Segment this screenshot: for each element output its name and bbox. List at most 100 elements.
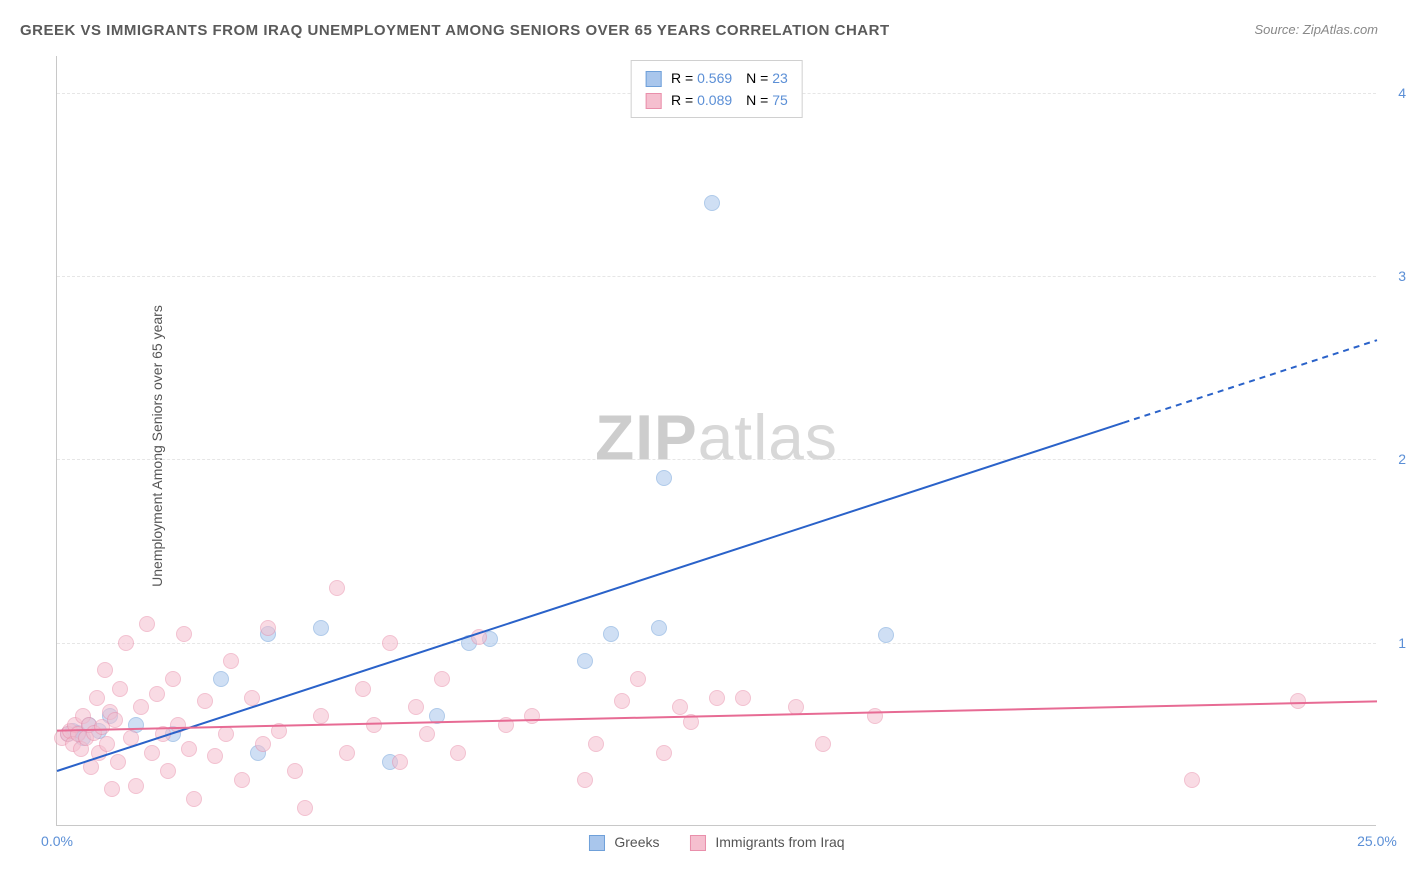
marker-iraq xyxy=(408,699,424,715)
marker-iraq xyxy=(1184,772,1200,788)
marker-iraq xyxy=(471,629,487,645)
marker-iraq xyxy=(197,693,213,709)
legend-label-iraq: Immigrants from Iraq xyxy=(715,834,844,850)
marker-iraq xyxy=(112,681,128,697)
trend-line-dash-greeks xyxy=(1124,340,1377,423)
marker-iraq xyxy=(329,580,345,596)
marker-greeks xyxy=(213,671,229,687)
marker-greeks xyxy=(704,195,720,211)
marker-iraq xyxy=(419,726,435,742)
marker-iraq xyxy=(297,800,313,816)
marker-iraq xyxy=(672,699,688,715)
grid-line xyxy=(57,276,1376,277)
marker-greeks xyxy=(603,626,619,642)
marker-iraq xyxy=(133,699,149,715)
r-label: R = xyxy=(671,92,693,108)
marker-iraq xyxy=(271,723,287,739)
marker-iraq xyxy=(382,635,398,651)
x-tick-label: 0.0% xyxy=(41,833,73,849)
legend-item-greeks: Greeks xyxy=(588,834,659,851)
legend-stats-row-iraq: R = 0.089 N = 75 xyxy=(645,89,788,111)
marker-iraq xyxy=(149,686,165,702)
marker-iraq xyxy=(339,745,355,761)
marker-iraq xyxy=(815,736,831,752)
marker-iraq xyxy=(165,671,181,687)
marker-iraq xyxy=(434,671,450,687)
marker-iraq xyxy=(186,791,202,807)
marker-iraq xyxy=(630,671,646,687)
correlation-chart: GREEK VS IMMIGRANTS FROM IRAQ UNEMPLOYME… xyxy=(0,0,1406,892)
marker-iraq xyxy=(244,690,260,706)
marker-iraq xyxy=(83,759,99,775)
legend-stats-row-greeks: R = 0.569 N = 23 xyxy=(645,67,788,89)
marker-iraq xyxy=(260,620,276,636)
y-tick-label: 10.0% xyxy=(1398,635,1406,651)
n-label: N = xyxy=(746,92,768,108)
legend-stats-box: R = 0.569 N = 23 R = 0.089 N = 75 xyxy=(630,60,803,118)
trend-line-greeks xyxy=(57,423,1124,771)
marker-iraq xyxy=(128,778,144,794)
marker-iraq xyxy=(524,708,540,724)
marker-iraq xyxy=(207,748,223,764)
marker-iraq xyxy=(97,662,113,678)
grid-line xyxy=(57,643,1376,644)
y-tick-label: 20.0% xyxy=(1398,451,1406,467)
legend-label-greeks: Greeks xyxy=(614,834,659,850)
marker-iraq xyxy=(139,616,155,632)
marker-iraq xyxy=(104,781,120,797)
marker-iraq xyxy=(287,763,303,779)
marker-iraq xyxy=(313,708,329,724)
marker-iraq xyxy=(99,736,115,752)
marker-iraq xyxy=(170,717,186,733)
marker-iraq xyxy=(588,736,604,752)
marker-iraq xyxy=(144,745,160,761)
marker-iraq xyxy=(155,726,171,742)
n-val-greeks: 23 xyxy=(772,70,788,86)
marker-iraq xyxy=(89,690,105,706)
r-label: R = xyxy=(671,70,693,86)
watermark: ZIPatlas xyxy=(595,400,838,474)
y-tick-label: 30.0% xyxy=(1398,268,1406,284)
plot-area: ZIPatlas 10.0%20.0%30.0%40.0% 0.0%25.0% … xyxy=(56,56,1376,826)
marker-iraq xyxy=(123,730,139,746)
trend-lines xyxy=(57,56,1376,825)
r-val-iraq: 0.089 xyxy=(697,92,732,108)
marker-iraq xyxy=(181,741,197,757)
grid-line xyxy=(57,459,1376,460)
marker-iraq xyxy=(255,736,271,752)
swatch-greeks xyxy=(645,71,661,87)
marker-greeks xyxy=(313,620,329,636)
swatch-iraq xyxy=(689,835,705,851)
trend-line-iraq xyxy=(57,701,1377,730)
marker-iraq xyxy=(366,717,382,733)
marker-iraq xyxy=(218,726,234,742)
marker-iraq xyxy=(392,754,408,770)
marker-iraq xyxy=(683,714,699,730)
x-tick-label: 25.0% xyxy=(1357,833,1397,849)
swatch-iraq xyxy=(645,93,661,109)
marker-greeks xyxy=(651,620,667,636)
marker-iraq xyxy=(223,653,239,669)
marker-iraq xyxy=(577,772,593,788)
watermark-bold: ZIP xyxy=(595,401,698,473)
marker-iraq xyxy=(176,626,192,642)
marker-iraq xyxy=(234,772,250,788)
marker-iraq xyxy=(656,745,672,761)
marker-iraq xyxy=(498,717,514,733)
watermark-rest: atlas xyxy=(698,401,838,473)
marker-iraq xyxy=(110,754,126,770)
marker-greeks xyxy=(577,653,593,669)
legend-series: Greeks Immigrants from Iraq xyxy=(588,834,844,851)
r-val-greeks: 0.569 xyxy=(697,70,732,86)
marker-greeks xyxy=(656,470,672,486)
marker-iraq xyxy=(355,681,371,697)
swatch-greeks xyxy=(588,835,604,851)
legend-item-iraq: Immigrants from Iraq xyxy=(689,834,844,851)
source-label: Source: ZipAtlas.com xyxy=(1254,22,1378,37)
marker-iraq xyxy=(450,745,466,761)
marker-iraq xyxy=(160,763,176,779)
marker-iraq xyxy=(709,690,725,706)
marker-iraq xyxy=(867,708,883,724)
marker-greeks xyxy=(878,627,894,643)
marker-greeks xyxy=(429,708,445,724)
